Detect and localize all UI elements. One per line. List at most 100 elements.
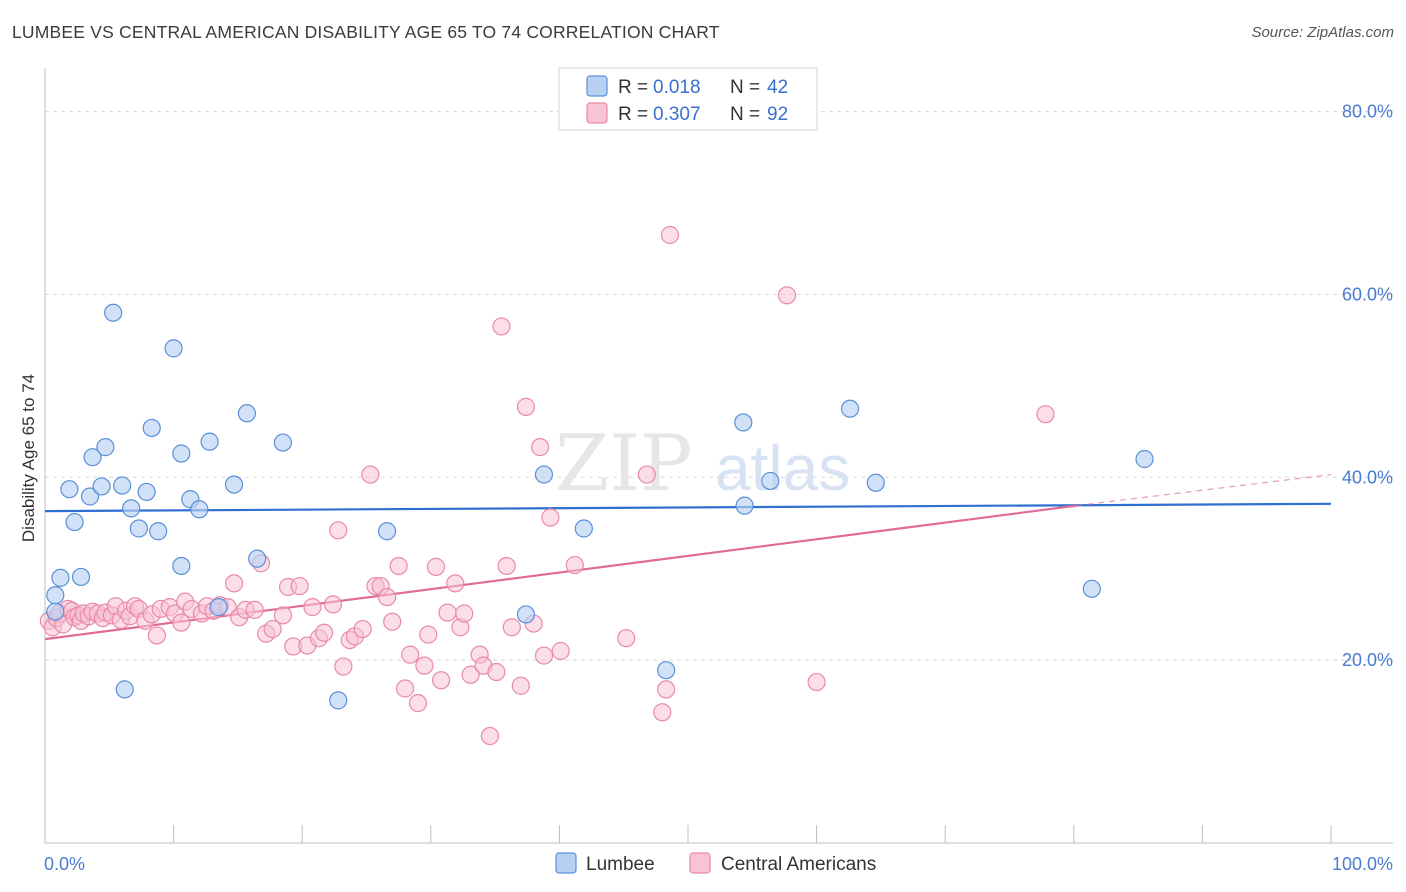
central-point <box>480 726 500 746</box>
central-point <box>273 606 293 625</box>
central-point <box>353 619 372 639</box>
central-point <box>660 225 680 245</box>
central-point <box>455 604 474 623</box>
legend-swatch-lumbee <box>586 75 608 97</box>
lumbee-trend-line <box>44 502 1332 513</box>
lumbee-point <box>574 519 593 538</box>
legend-n-value: 42 <box>767 77 788 98</box>
lumbee-point <box>92 477 111 496</box>
central-point <box>408 694 428 713</box>
legend-r-value: 0.307 <box>653 104 701 125</box>
x-tick-label: 0.0% <box>44 854 85 874</box>
bottom-legend-swatch-lumbee <box>555 852 577 874</box>
lumbee-point <box>80 487 100 506</box>
lumbee-point <box>1135 449 1154 469</box>
central-point <box>263 619 282 639</box>
central-point <box>290 576 309 596</box>
lumbee-point <box>172 556 191 576</box>
central-point <box>334 657 353 676</box>
central-point <box>511 676 530 695</box>
legend-n-label: N = <box>730 104 760 125</box>
bottom-legend-label-lumbee: Lumbee <box>586 854 655 875</box>
y-tick-label: 80.0% <box>1342 102 1393 122</box>
central-point <box>531 438 550 457</box>
lumbee-point <box>164 339 183 358</box>
central-point <box>657 680 676 699</box>
lumbee-point <box>96 438 115 457</box>
lumbee-point <box>149 522 168 541</box>
central-point <box>497 556 516 576</box>
bottom-legend-label-central: Central Americans <box>721 854 876 875</box>
legend-r-value: 0.018 <box>653 77 701 98</box>
central-point <box>502 618 521 637</box>
bottom-legend-swatch-central <box>689 852 711 874</box>
central-point <box>565 555 584 575</box>
lumbee-point <box>840 399 860 418</box>
x-tick-label: 100.0% <box>1332 854 1393 874</box>
legend-n-value: 92 <box>767 104 788 125</box>
lumbee-point <box>377 522 397 541</box>
central-point <box>426 557 446 576</box>
central-point <box>395 679 415 698</box>
central-point <box>172 613 191 632</box>
central-point <box>401 645 420 664</box>
lumbee-point <box>224 475 244 494</box>
lumbee-point <box>137 482 156 502</box>
central-point <box>461 665 480 684</box>
lumbee-point <box>516 605 536 624</box>
central-point <box>617 629 636 648</box>
central-point <box>245 600 264 619</box>
central-point <box>323 595 343 614</box>
lumbee-point <box>1082 579 1101 598</box>
lumbee-point <box>60 480 79 499</box>
central-point <box>419 625 438 644</box>
axes <box>44 68 1393 844</box>
legend-r-label: R = <box>618 104 648 125</box>
lumbee-point <box>172 444 191 463</box>
legend-r-label: R = <box>618 77 648 98</box>
grid-lines <box>45 111 1393 661</box>
lumbee-point <box>122 499 141 518</box>
lumbee-point <box>200 432 219 451</box>
lumbee-point <box>735 496 754 515</box>
central-point <box>492 317 511 336</box>
y-tick-labels: 20.0% 40.0% 60.0% 80.0% <box>1342 102 1393 671</box>
central-point <box>431 671 451 690</box>
central-point <box>147 626 166 645</box>
lumbee-point <box>534 465 554 484</box>
lumbee-point <box>104 303 123 322</box>
source-label: Source: ZipAtlas.com <box>1251 24 1394 41</box>
y-tick-label: 20.0% <box>1342 650 1393 670</box>
x-tick-labels: 0.0% 100.0% <box>44 854 1393 874</box>
bottom-legend: Lumbee Central Americans <box>555 852 876 875</box>
central-point <box>446 574 465 593</box>
central-point <box>777 286 797 305</box>
watermark-atlas: atlas <box>715 432 850 504</box>
lumbee-point <box>115 680 134 699</box>
central-point <box>329 521 348 540</box>
central-point <box>637 465 656 484</box>
lumbee-point <box>734 413 753 432</box>
data-points <box>39 225 1154 746</box>
central-point <box>377 587 397 607</box>
lumbee-point <box>209 598 228 617</box>
legend-n-label: N = <box>730 77 760 98</box>
lumbee-point <box>51 568 70 587</box>
lumbee-point <box>71 567 91 587</box>
central-point <box>415 656 434 675</box>
lumbee-point <box>657 661 676 680</box>
central-point <box>516 397 536 416</box>
watermark-zip: ZIP <box>555 419 693 509</box>
central-point <box>487 662 506 682</box>
y-axis-label: Disability Age 65 to 74 <box>19 374 38 542</box>
lumbee-point <box>248 549 267 568</box>
central-trend-extension <box>1076 473 1332 507</box>
lumbee-point <box>46 602 65 621</box>
central-point <box>541 508 560 527</box>
legend: R = 0.018 N = 42 R = 0.307 N = 92 <box>558 67 818 131</box>
lumbee-point <box>83 448 102 467</box>
central-point <box>653 703 672 722</box>
central-point <box>224 574 244 593</box>
central-point <box>389 556 408 576</box>
